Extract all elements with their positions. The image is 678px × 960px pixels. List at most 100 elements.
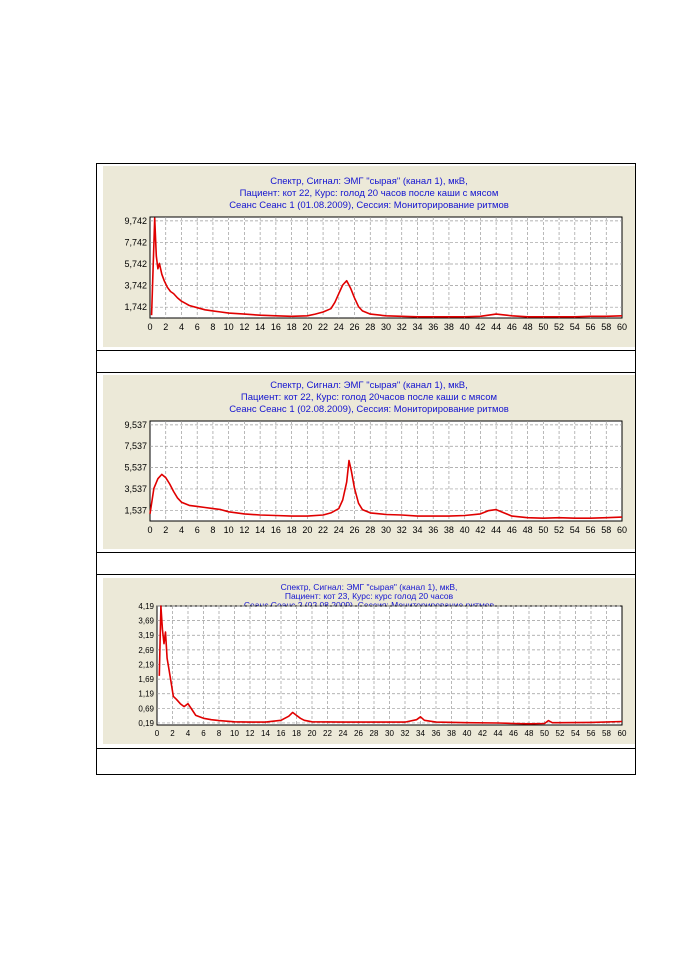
x-tick-label: 52 xyxy=(554,322,564,332)
x-tick-label: 22 xyxy=(323,729,332,738)
x-tick-label: 54 xyxy=(571,729,580,738)
x-tick-label: 38 xyxy=(444,525,454,535)
x-tick-label: 46 xyxy=(509,729,518,738)
y-tick-label: 4,19 xyxy=(138,602,154,611)
y-tick-label: 0,19 xyxy=(138,719,154,728)
x-tick-label: 48 xyxy=(523,322,533,332)
series-line xyxy=(149,459,623,519)
x-tick-label: 12 xyxy=(239,322,249,332)
x-tick-label: 30 xyxy=(381,525,391,535)
y-tick-label: 0,69 xyxy=(138,704,154,713)
chart-3-title-line-1: Спектр, Сигнал: ЭМГ "сырая" (канал 1), м… xyxy=(280,582,458,592)
y-tick-label: 3,537 xyxy=(124,484,147,494)
x-tick-label: 56 xyxy=(587,729,596,738)
x-tick-label: 38 xyxy=(444,322,454,332)
x-tick-label: 10 xyxy=(230,729,239,738)
x-tick-label: 44 xyxy=(494,729,503,738)
y-tick-label: 3,69 xyxy=(138,617,154,626)
chart-1-title-line-1: Спектр, Сигнал: ЭМГ "сырая" (канал 1), м… xyxy=(270,176,468,187)
x-tick-label: 0 xyxy=(147,525,152,535)
chart-1-title: Спектр, Сигнал: ЭМГ "сырая" (канал 1), м… xyxy=(103,176,635,212)
x-tick-label: 54 xyxy=(570,322,580,332)
x-tick-label: 58 xyxy=(601,322,611,332)
x-tick-label: 4 xyxy=(179,322,184,332)
x-tick-label: 24 xyxy=(339,729,348,738)
y-tick-label: 7,537 xyxy=(124,441,147,451)
x-tick-label: 16 xyxy=(271,322,281,332)
x-tick-label: 46 xyxy=(507,322,517,332)
y-tick-label: 1,19 xyxy=(138,690,154,699)
x-tick-label: 6 xyxy=(195,322,200,332)
chart-2-title: Спектр, Сигнал: ЭМГ "сырая" (канал 1), м… xyxy=(103,380,635,416)
x-tick-label: 42 xyxy=(475,525,485,535)
x-tick-label: 14 xyxy=(255,525,265,535)
x-tick-label: 52 xyxy=(554,525,564,535)
x-tick-label: 12 xyxy=(239,525,249,535)
empty-row-2 xyxy=(97,553,635,575)
x-tick-label: 32 xyxy=(397,525,407,535)
x-tick-label: 34 xyxy=(412,322,422,332)
x-tick-label: 60 xyxy=(617,525,627,535)
x-tick-label: 8 xyxy=(210,525,215,535)
x-tick-label: 26 xyxy=(350,322,360,332)
x-tick-label: 14 xyxy=(261,729,270,738)
x-tick-label: 32 xyxy=(401,729,410,738)
x-tick-label: 20 xyxy=(302,322,312,332)
x-tick-label: 18 xyxy=(287,525,297,535)
x-tick-label: 28 xyxy=(365,322,375,332)
x-tick-label: 34 xyxy=(416,729,425,738)
x-tick-label: 56 xyxy=(586,525,596,535)
y-tick-label: 3,742 xyxy=(124,281,147,291)
x-tick-label: 28 xyxy=(370,729,379,738)
x-tick-label: 60 xyxy=(618,729,627,738)
figure-table: Спектр, Сигнал: ЭМГ "сырая" (канал 1), м… xyxy=(96,163,636,775)
x-tick-label: 60 xyxy=(617,322,627,332)
x-tick-label: 58 xyxy=(602,729,611,738)
x-tick-label: 50 xyxy=(538,322,548,332)
x-tick-label: 20 xyxy=(302,525,312,535)
y-tick-label: 2,69 xyxy=(138,646,154,655)
empty-row-3 xyxy=(97,749,635,774)
x-tick-label: 20 xyxy=(308,729,317,738)
chart-cell-1: Спектр, Сигнал: ЭМГ "сырая" (канал 1), м… xyxy=(97,164,635,351)
x-tick-label: 28 xyxy=(365,525,375,535)
x-tick-label: 16 xyxy=(271,525,281,535)
x-tick-label: 54 xyxy=(570,525,580,535)
x-tick-label: 44 xyxy=(491,525,501,535)
x-tick-label: 36 xyxy=(432,729,441,738)
x-tick-label: 36 xyxy=(428,322,438,332)
chart-3-plot: 0 2 4 6 8 10 12 14 16 18 20 22 24 26 28 30 32 34 36 38 40 42 4… xyxy=(138,602,627,738)
x-tick-label: 50 xyxy=(540,729,549,738)
plot-area xyxy=(156,605,623,726)
chart-cell-2: Спектр, Сигнал: ЭМГ "сырая" (канал 1), м… xyxy=(97,373,635,553)
y-tick-label: 9,537 xyxy=(124,420,147,430)
x-tick-label: 6 xyxy=(195,525,200,535)
y-tick-label: 7,742 xyxy=(124,237,147,247)
x-tick-label: 6 xyxy=(201,729,206,738)
chart-cell-3: Спектр, Сигнал: ЭМГ "сырая" (канал 1), м… xyxy=(97,575,635,749)
x-tick-label: 26 xyxy=(350,525,360,535)
chart-1: Спектр, Сигнал: ЭМГ "сырая" (канал 1), м… xyxy=(103,166,635,347)
x-tick-label: 48 xyxy=(525,729,534,738)
chart-1-plot: 0 2 4 6 8 10 12 14 16 18 20 22 24 26 28 30 32 34 36 38 40 42 4… xyxy=(124,216,627,332)
x-tick-label: 36 xyxy=(428,525,438,535)
chart-1-title-line-3: Сеанс Сеанс 1 (01.08.2009), Сессия: Мони… xyxy=(229,200,509,211)
x-tick-label: 30 xyxy=(385,729,394,738)
x-tick-label: 50 xyxy=(538,525,548,535)
y-tick-label: 1,69 xyxy=(138,675,154,684)
x-tick-label: 42 xyxy=(475,322,485,332)
x-tick-label: 2 xyxy=(163,322,168,332)
chart-2-title-line-1: Спектр, Сигнал: ЭМГ "сырая" (канал 1), м… xyxy=(270,380,468,391)
x-tick-label: 48 xyxy=(523,525,533,535)
y-tick-label: 1,537 xyxy=(124,505,147,515)
chart-2-title-line-2: Пациент: кот 22, Курс: голод 20часов пос… xyxy=(240,392,498,403)
x-tick-label: 42 xyxy=(478,729,487,738)
x-tick-label: 4 xyxy=(186,729,191,738)
x-tick-label: 4 xyxy=(179,525,184,535)
x-tick-label: 26 xyxy=(354,729,363,738)
x-tick-label: 40 xyxy=(460,322,470,332)
chart-3-title-line-2: Пациент: кот 23, Курс: курс голод 20 час… xyxy=(284,591,454,601)
x-tick-label: 2 xyxy=(170,729,175,738)
x-tick-label: 18 xyxy=(287,322,297,332)
y-tick-label: 2,19 xyxy=(138,660,154,669)
